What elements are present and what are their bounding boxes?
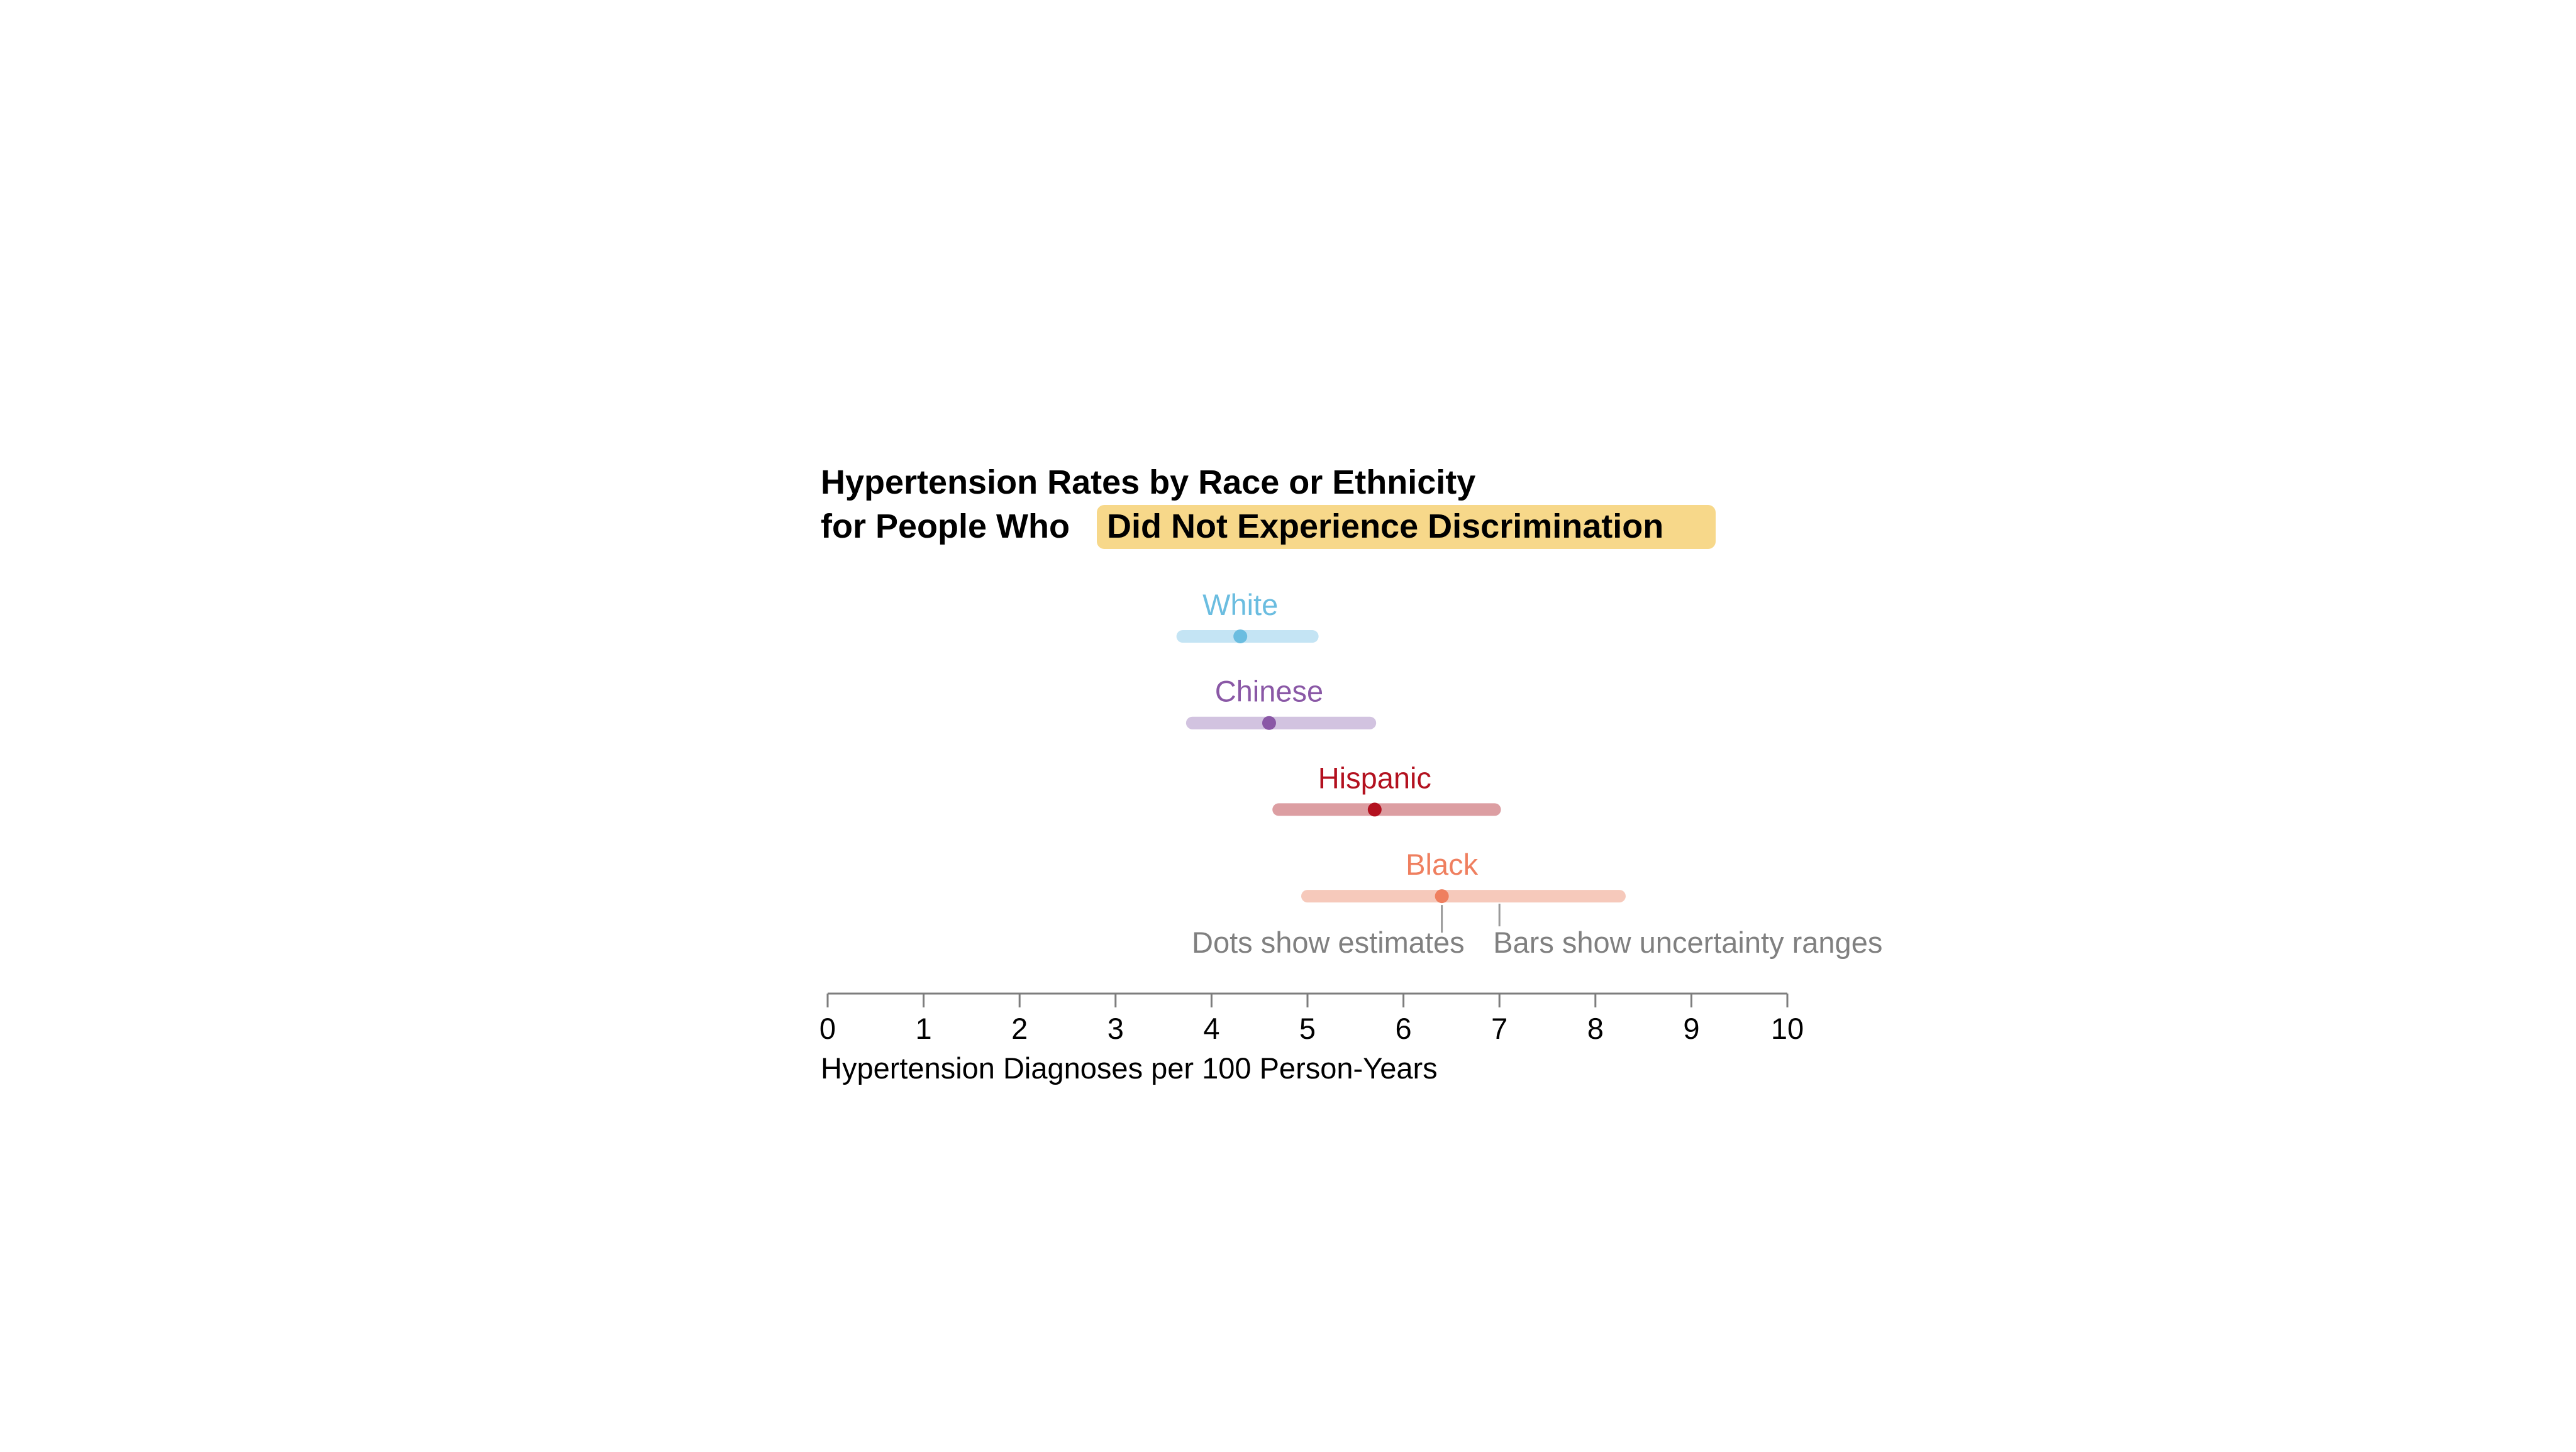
series-label-white: White: [1202, 588, 1278, 621]
chart-title-line2-prefix: for People Who: [821, 507, 1079, 545]
x-tick-label: 7: [1491, 1012, 1507, 1045]
chart-title-line1: Hypertension Rates by Race or Ethnicity: [821, 463, 1475, 501]
title-highlight-background: [1097, 505, 1716, 549]
estimate-dot-chinese: [1262, 716, 1276, 730]
series-label-hispanic: Hispanic: [1318, 761, 1431, 794]
x-tick-label: 6: [1396, 1012, 1412, 1045]
chart-title-line2-highlight: Did Not Experience Discrimination: [1107, 507, 1663, 545]
x-tick-label: 8: [1587, 1012, 1604, 1045]
x-tick-label: 1: [916, 1012, 932, 1045]
x-tick-label: 3: [1108, 1012, 1124, 1045]
x-axis-label: Hypertension Diagnoses per 100 Person-Ye…: [821, 1051, 1438, 1085]
x-tick-label: 0: [819, 1012, 836, 1045]
chart-title: Hypertension Rates by Race or Ethnicity …: [821, 463, 1716, 549]
x-tick-label: 4: [1203, 1012, 1219, 1045]
bars-annotation: Bars show uncertainty ranges: [1493, 926, 1882, 959]
data-layer: White Chinese Hispanic Black: [1176, 588, 1626, 904]
estimate-dot-black: [1435, 889, 1449, 904]
x-tick-label: 5: [1299, 1012, 1316, 1045]
estimate-dot-hispanic: [1367, 802, 1382, 817]
x-tick-label: 10: [1771, 1012, 1804, 1045]
series-label-black: Black: [1406, 848, 1478, 881]
x-tick-label: 9: [1683, 1012, 1699, 1045]
series-label-chinese: Chinese: [1215, 675, 1323, 708]
dots-annotation: Dots show estimates: [1192, 926, 1465, 959]
x-axis: 0 1 2 3 4 5 6 7 8 9 10: [819, 992, 1804, 1045]
x-tick-label: 2: [1011, 1012, 1028, 1045]
estimate-dot-white: [1233, 629, 1248, 643]
annotation-layer: Dots show estimates Bars show uncertaint…: [1192, 904, 1882, 959]
